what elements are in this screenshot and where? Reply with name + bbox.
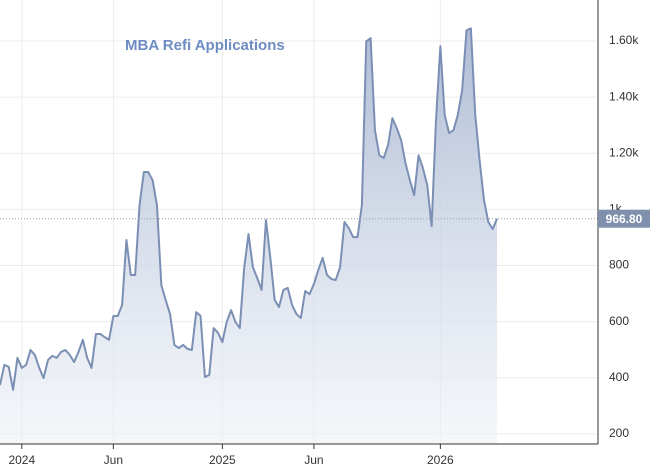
last-value-label: 966.80 <box>606 212 643 226</box>
x-tick-label: Jun <box>304 453 323 467</box>
last-value-box <box>598 209 650 228</box>
x-tick-label: Jun <box>104 453 123 467</box>
chart-title: MBA Refi Applications <box>125 37 285 54</box>
line <box>0 27 498 391</box>
y-tick-label: 200 <box>609 426 629 440</box>
y-tick-label: 1.60k <box>609 33 639 47</box>
y-tick-label: 1.20k <box>609 145 639 159</box>
y-tick-label: 600 <box>609 314 629 328</box>
y-tick-label: 800 <box>609 258 629 272</box>
x-tick-label: 2024 <box>8 453 35 467</box>
x-tick-label: 2025 <box>209 453 236 467</box>
y-tick-label: 1.40k <box>609 89 639 103</box>
x-tick-label: 2026 <box>427 453 454 467</box>
y-tick-label: 400 <box>609 370 629 384</box>
